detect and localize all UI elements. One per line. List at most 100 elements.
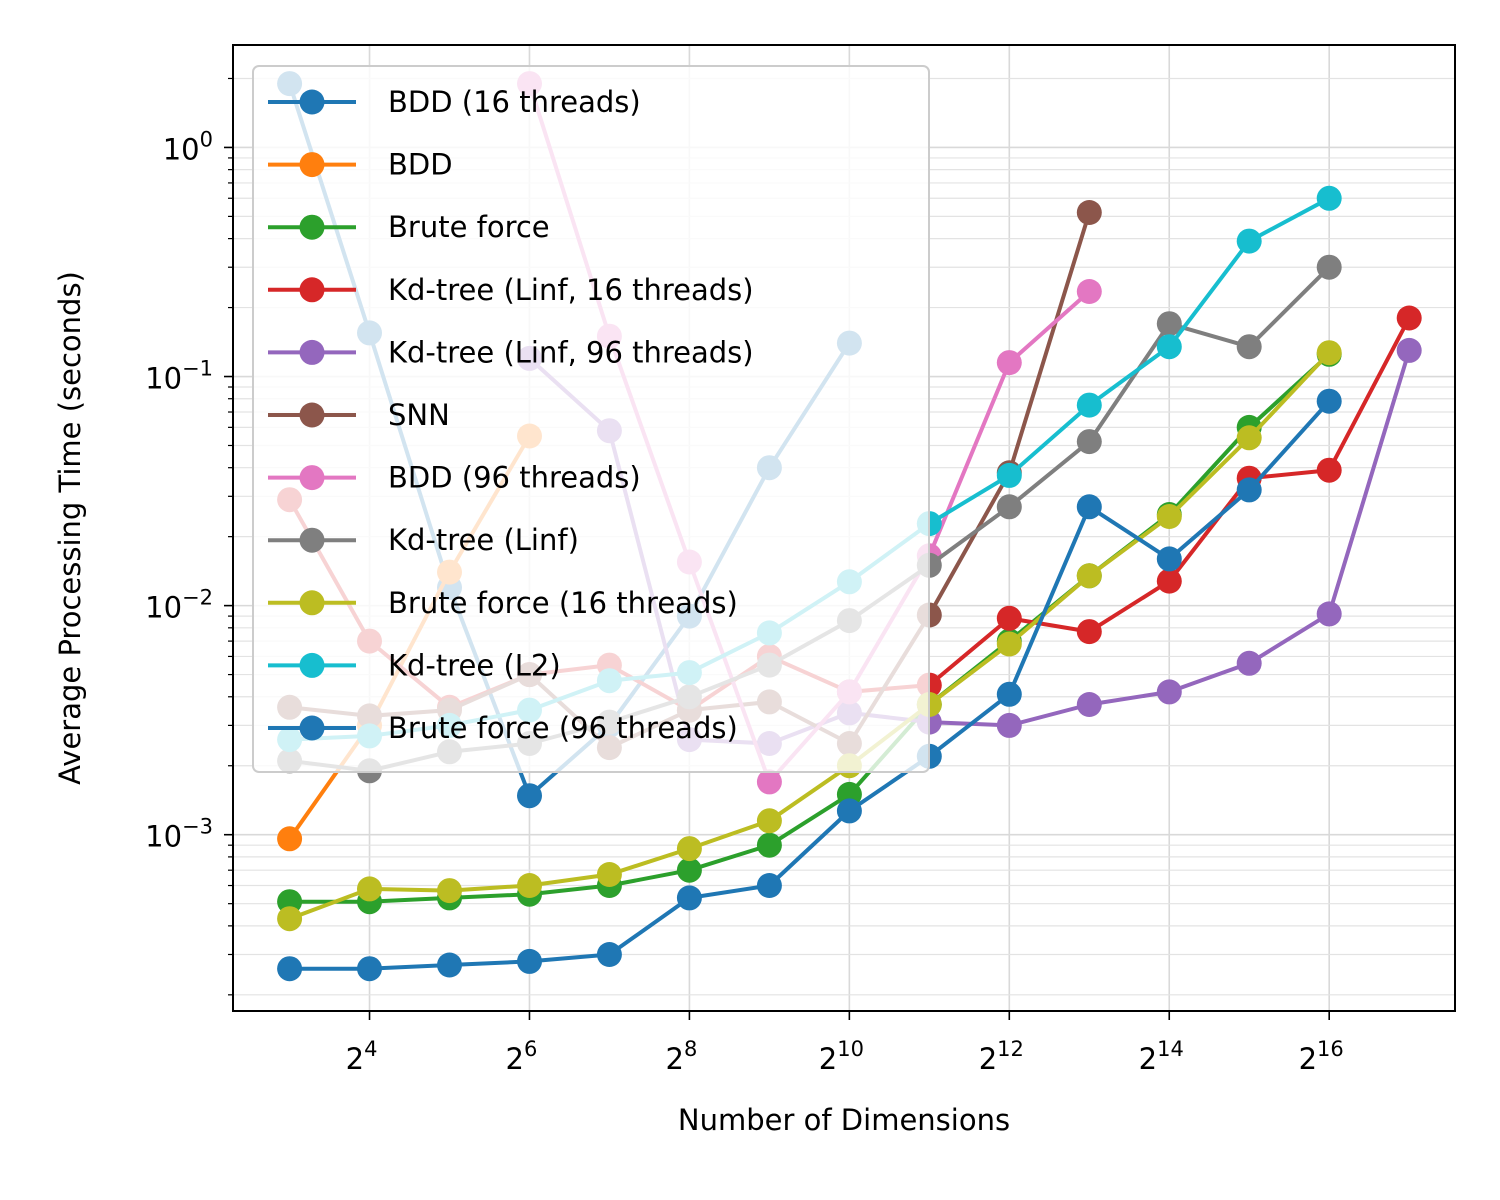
legend-label: SNN [388, 398, 450, 432]
x-tick-label: 26 [506, 1037, 538, 1076]
y-tick-label-base: 10 [145, 362, 182, 396]
x-tick-label-exponent: 16 [1317, 1037, 1344, 1061]
y-tick-label-base: 10 [163, 132, 200, 166]
series-line [288, 351, 1331, 921]
x-tick-label-base: 2 [346, 1042, 364, 1076]
legend-label: Kd-tree (L2) [388, 648, 561, 682]
data-point [1156, 334, 1182, 360]
data-point [1316, 457, 1342, 483]
y-tick-label: 10−1 [145, 357, 213, 396]
data-point [1236, 477, 1262, 503]
data-point [1316, 185, 1342, 211]
data-point [517, 948, 542, 974]
data-point [1076, 392, 1102, 418]
legend-marker [299, 214, 325, 240]
data-point [1396, 337, 1422, 363]
legend-item: Brute force [268, 210, 550, 244]
data-point [676, 857, 702, 883]
legend-item: Kd-tree (Linf, 96 threads) [268, 335, 754, 369]
data-point [1076, 279, 1102, 304]
data-point [836, 798, 862, 824]
data-point [996, 494, 1022, 520]
data-point [1316, 601, 1342, 627]
data-point [1236, 228, 1262, 254]
data-point [596, 862, 622, 887]
data-point [1076, 619, 1102, 645]
data-point [756, 769, 782, 795]
data-point [756, 873, 782, 898]
data-point [1316, 254, 1342, 280]
legend-item: Kd-tree (Linf, 16 threads) [268, 273, 754, 307]
x-tick-label-exponent: 14 [1157, 1037, 1184, 1061]
plot-frame [232, 44, 1456, 1012]
legend-marker [299, 652, 325, 678]
legend-label: Brute force (96 threads) [388, 711, 738, 745]
legend-label: BDD (96 threads) [388, 461, 641, 495]
data-point [596, 942, 622, 967]
data-point [1236, 425, 1262, 451]
data-point [437, 878, 462, 904]
legend-label: Brute force (16 threads) [388, 586, 738, 620]
data-point [277, 956, 303, 982]
y-tick-label-exponent: −1 [182, 357, 213, 381]
x-tick-label-base: 2 [506, 1042, 524, 1076]
y-tick-label-base: 10 [145, 591, 182, 625]
y-tick-label: 100 [163, 127, 213, 166]
y-tick-label: 10−2 [145, 586, 213, 625]
legend-label: Kd-tree (Linf, 96 threads) [388, 335, 754, 369]
data-point [1156, 679, 1182, 705]
legend-item: Brute force (96 threads) [268, 711, 738, 745]
data-point [1156, 504, 1182, 529]
legend-item: Brute force (16 threads) [268, 586, 738, 620]
data-point [357, 956, 382, 982]
data-point [1156, 546, 1182, 572]
y-tick-label: 10−3 [145, 815, 213, 854]
legend-item: BDD [268, 148, 453, 182]
x-tick-label-exponent: 4 [364, 1037, 377, 1061]
data-point [1076, 494, 1102, 520]
data-point [996, 681, 1022, 707]
series-line [289, 399, 1331, 971]
y-axis-title: Average Processing Time (seconds) [53, 271, 87, 785]
legend-marker [299, 339, 325, 365]
legend-item: BDD (96 threads) [268, 461, 641, 495]
legend-label: BDD [388, 148, 453, 182]
legend-marker [299, 527, 325, 553]
legend-box [252, 65, 930, 773]
legend-marker [299, 590, 325, 616]
data-point [1076, 200, 1102, 225]
data-point [1236, 334, 1262, 360]
legend-item: Kd-tree (L2) [268, 648, 561, 682]
legend: BDD (16 threads) BDD Brute force Kd-tree (L… [252, 65, 930, 773]
x-axis-title: Number of Dimensions [678, 1103, 1010, 1137]
y-tick-label-exponent: 0 [200, 127, 213, 151]
data-point [676, 836, 702, 862]
data-point [357, 876, 382, 902]
x-tick-label-exponent: 6 [524, 1037, 537, 1061]
legend-label: Brute force [388, 210, 550, 244]
legend-marker [299, 402, 325, 428]
data-point [277, 826, 303, 852]
x-axis: 24 26 28 210 212 214 216 [346, 1011, 1344, 1076]
y-tick-label-exponent: −2 [182, 586, 213, 610]
x-tick-label: 28 [666, 1037, 698, 1076]
x-tick-label-exponent: 10 [837, 1037, 864, 1061]
data-point [1076, 429, 1102, 455]
legend-item: SNN [268, 398, 450, 432]
x-tick-label: 212 [979, 1037, 1024, 1076]
data-point [1316, 388, 1342, 414]
data-point [756, 832, 782, 858]
x-tick-label-base: 2 [1299, 1042, 1317, 1076]
legend-label: BDD (16 threads) [388, 85, 641, 119]
x-tick-label: 24 [346, 1037, 378, 1076]
legend-label: Kd-tree (Linf, 16 threads) [388, 273, 754, 307]
y-tick-label-base: 10 [145, 820, 182, 854]
x-tick-label: 216 [1299, 1037, 1344, 1076]
data-point [996, 631, 1022, 657]
legend-marker [299, 277, 325, 303]
legend-item: Kd-tree (Linf) [268, 523, 579, 557]
x-tick-label-exponent: 8 [684, 1037, 697, 1061]
data-point [1076, 692, 1102, 717]
